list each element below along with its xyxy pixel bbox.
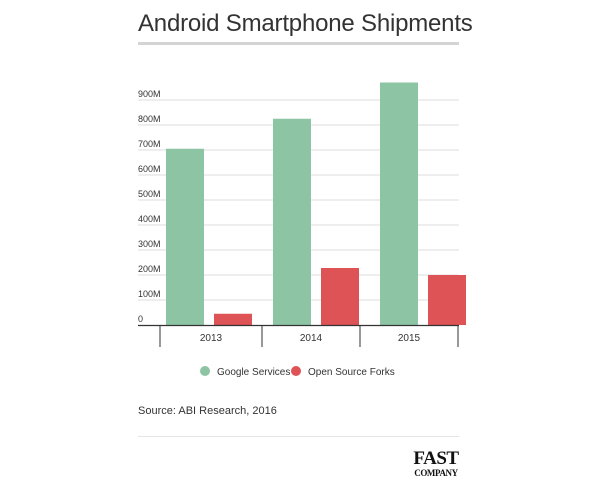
y-tick-label: 200M <box>138 264 161 274</box>
x-axis <box>138 324 459 347</box>
y-tick-label: 400M <box>138 214 161 224</box>
bar-open-source-forks-2013 <box>214 313 252 325</box>
y-tick-label: 0 <box>138 314 143 324</box>
logo-line-1: FAST <box>413 448 459 469</box>
title-divider <box>138 42 459 45</box>
bar-chart: 0 100M 200M 300M 400M 500M 600M 700M 800M 900M 20… <box>138 82 466 378</box>
bar-google-services-2015 <box>380 82 418 325</box>
y-tick-label: 100M <box>138 289 161 299</box>
fast-company-logo: FAST COMPANY <box>413 449 459 478</box>
bar-open-source-forks-2014 <box>321 268 359 325</box>
logo-line-2: COMPANY <box>414 468 458 478</box>
y-tick-label: 600M <box>138 164 161 174</box>
x-tick-label: 2013 <box>200 333 223 344</box>
y-tick-label: 900M <box>138 89 161 99</box>
y-tick-label: 500M <box>138 189 161 199</box>
legend-label: Google Services <box>217 367 290 378</box>
source-note: Source: ABI Research, 2016 <box>138 405 277 417</box>
chart-title: Android Smartphone Shipments <box>138 10 473 37</box>
legend: Google Services Open Source Forks <box>200 366 395 378</box>
x-tick-label: 2014 <box>300 333 323 344</box>
x-axis-tick-labels: 2013 2014 2015 <box>200 333 421 344</box>
bar-google-services-2014 <box>273 118 311 325</box>
legend-swatch <box>291 366 301 376</box>
bar-google-services-2013 <box>166 148 204 325</box>
legend-label: Open Source Forks <box>308 367 395 378</box>
bars <box>166 82 466 325</box>
y-axis-tick-labels: 0 100M 200M 300M 400M 500M 600M 700M 800M 900M <box>138 89 161 324</box>
y-tick-label: 300M <box>138 239 161 249</box>
x-tick-label: 2015 <box>398 333 421 344</box>
legend-swatch <box>200 366 210 376</box>
y-tick-label: 800M <box>138 114 161 124</box>
footer-divider <box>138 436 459 437</box>
y-tick-label: 700M <box>138 139 161 149</box>
bar-open-source-forks-2015 <box>428 275 466 325</box>
